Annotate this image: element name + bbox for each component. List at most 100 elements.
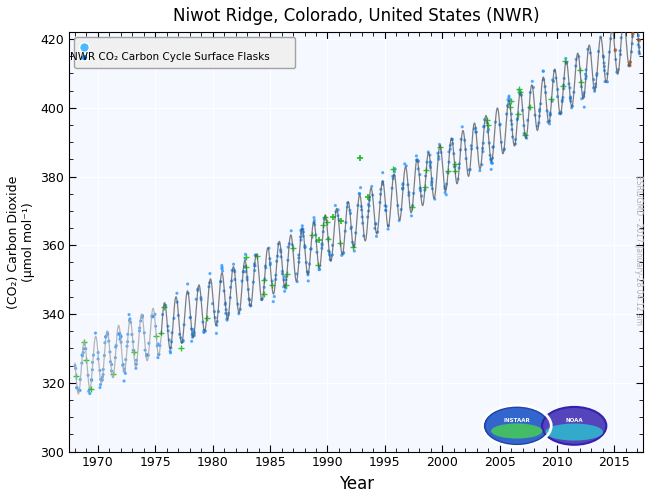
Point [150, 322, 161, 330]
Point [356, 206, 367, 214]
Point [566, 93, 576, 101]
Point [505, 97, 515, 105]
Point [530, 111, 540, 119]
Point [216, 278, 226, 285]
Point [449, 163, 460, 171]
Point [315, 266, 325, 274]
Point [90, 329, 101, 337]
Point [166, 344, 176, 352]
Point [242, 276, 252, 284]
Point [476, 160, 487, 168]
Point [465, 166, 475, 173]
Point [346, 223, 357, 231]
Point [532, 122, 543, 130]
Point [482, 120, 493, 128]
Point [95, 366, 105, 374]
Point [342, 203, 352, 211]
Point [196, 296, 207, 304]
Point [499, 146, 509, 154]
Point [187, 325, 197, 333]
Point [188, 328, 199, 336]
Point [499, 145, 510, 153]
Point [421, 172, 431, 180]
Point [381, 202, 391, 210]
Point [398, 184, 408, 192]
Point [463, 166, 474, 174]
Point [422, 158, 432, 166]
Point [250, 252, 261, 260]
Point [265, 254, 275, 262]
Point [357, 213, 367, 221]
Point [127, 330, 137, 338]
Point [384, 222, 394, 230]
Point [540, 82, 551, 90]
Point [593, 48, 604, 56]
Point [488, 143, 499, 151]
Point [115, 331, 125, 339]
Point [185, 314, 195, 322]
Point [280, 281, 291, 289]
Point [486, 166, 497, 173]
Point [454, 164, 464, 172]
Point [349, 247, 359, 255]
Point [558, 94, 568, 102]
Point [389, 166, 399, 173]
Point [287, 241, 298, 249]
Point [142, 350, 152, 358]
Point [506, 120, 517, 128]
Point [461, 154, 471, 162]
Point [283, 256, 293, 264]
Point [153, 350, 164, 358]
Point [440, 184, 450, 192]
Point [276, 246, 286, 254]
Point [178, 338, 188, 345]
Point [102, 329, 112, 337]
Title: Niwot Ridge, Colorado, United States (NWR): Niwot Ridge, Colorado, United States (NW… [173, 7, 540, 25]
Point [521, 134, 532, 142]
Point [103, 337, 114, 345]
Ellipse shape [485, 407, 549, 445]
Point [323, 234, 333, 242]
Point [383, 225, 393, 233]
Point [261, 264, 271, 272]
Point [93, 355, 103, 363]
Point [131, 356, 142, 364]
Point [187, 331, 198, 339]
Point [387, 184, 397, 192]
Point [543, 118, 553, 126]
Point [330, 202, 341, 209]
Point [370, 220, 381, 228]
Point [297, 222, 307, 230]
Point [627, 32, 638, 40]
Point [99, 339, 110, 347]
Point [590, 83, 601, 91]
Point [612, 68, 622, 76]
Point [453, 175, 463, 183]
Point [131, 360, 141, 368]
Point [216, 262, 227, 270]
Point [589, 76, 599, 84]
Point [238, 268, 248, 276]
Point [480, 116, 490, 124]
Point [595, 33, 606, 41]
Point [413, 165, 423, 173]
Ellipse shape [542, 407, 606, 445]
Point [172, 290, 182, 298]
Point [268, 298, 278, 306]
Point [554, 110, 565, 118]
Point [155, 342, 165, 349]
Point [141, 352, 151, 360]
Point [478, 123, 489, 131]
Point [279, 276, 289, 284]
Point [303, 268, 313, 276]
Point [128, 338, 138, 345]
Point [552, 86, 563, 94]
Point [590, 80, 601, 88]
Point [85, 385, 96, 393]
Point [300, 243, 310, 251]
Point [227, 277, 237, 285]
Point [359, 232, 369, 240]
Point [627, 26, 638, 34]
Point [588, 84, 599, 92]
Point [333, 206, 343, 214]
